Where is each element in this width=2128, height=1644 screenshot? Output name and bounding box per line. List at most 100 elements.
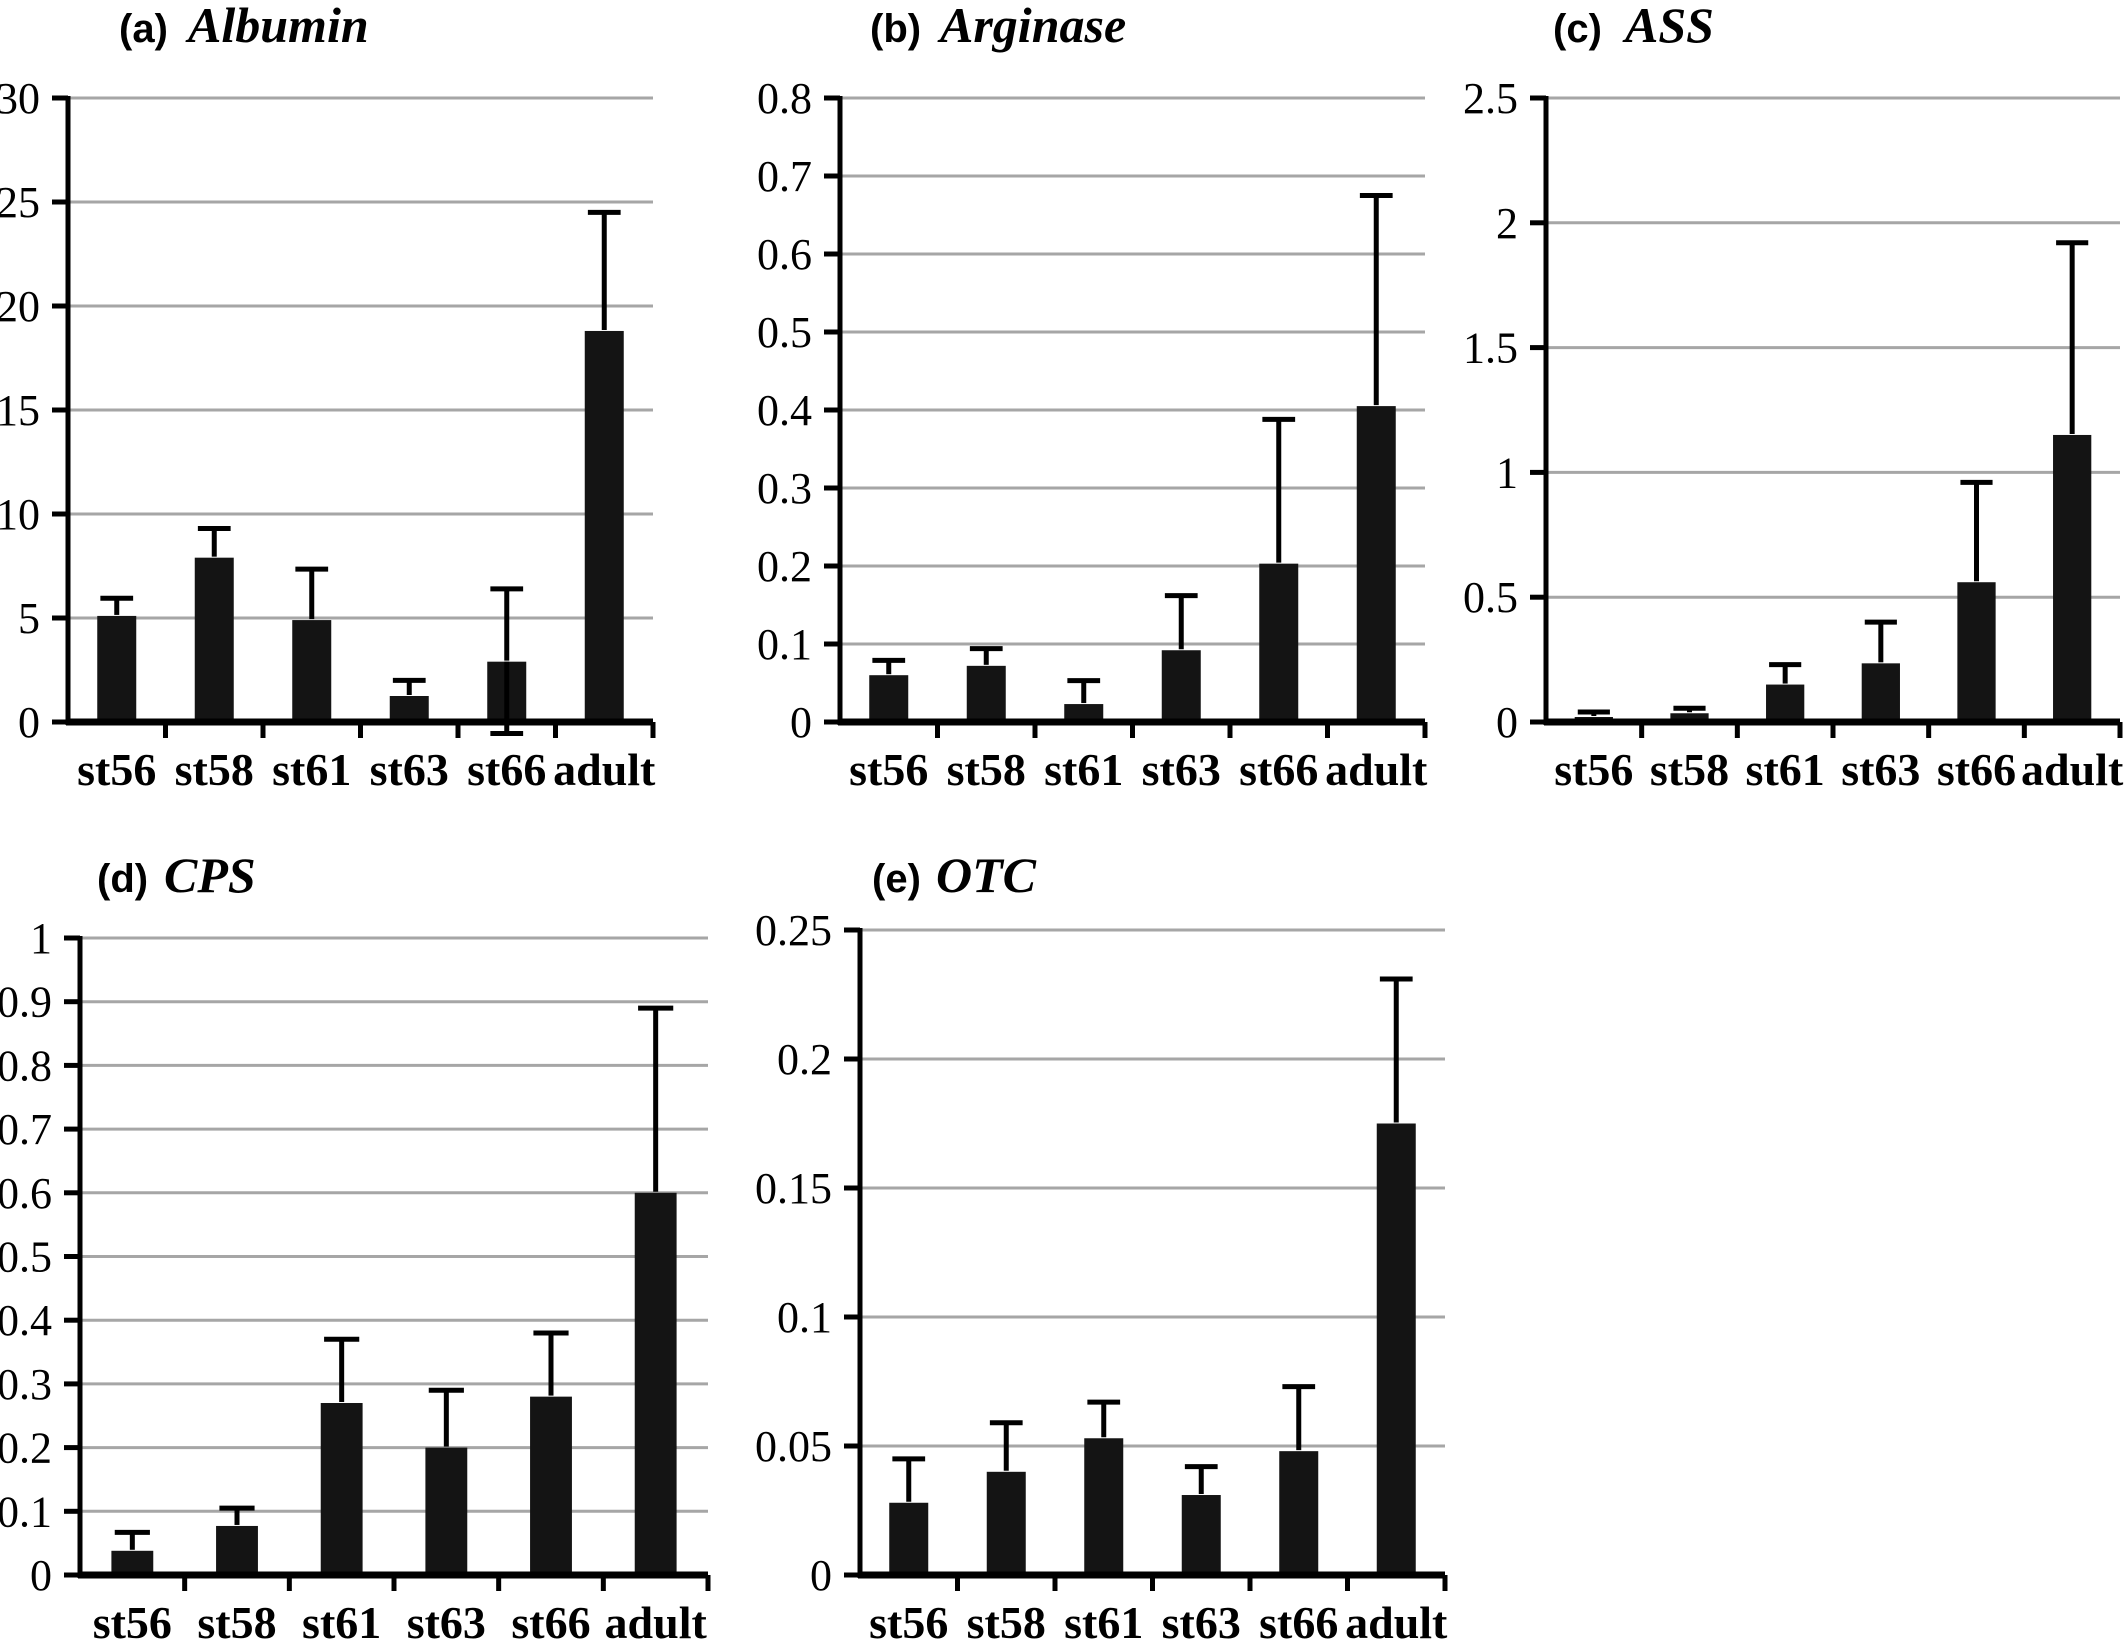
bar-st61 xyxy=(1766,684,1805,722)
x-category-label: st66 xyxy=(1937,744,2016,795)
panel-label: (b) xyxy=(870,7,921,51)
y-tick-label: 0.3 xyxy=(757,464,812,513)
bar-st58 xyxy=(986,1471,1026,1575)
y-tick-label: 0.5 xyxy=(1463,573,1518,622)
x-category-label: st66 xyxy=(1259,1597,1338,1644)
bar-adult xyxy=(584,330,624,722)
x-category-label: st66 xyxy=(511,1597,590,1644)
chart-title: Albumin xyxy=(185,0,369,53)
y-tick-label: 0.2 xyxy=(777,1035,832,1084)
y-tick-label: 0.15 xyxy=(755,1164,832,1213)
bar-st61 xyxy=(292,620,332,722)
x-category-label: st63 xyxy=(1841,744,1920,795)
y-tick-label: 2 xyxy=(1496,199,1518,248)
panel-label: (a) xyxy=(119,7,168,51)
chart-panel-otc: 0 0.05 0.1 0.15 0.2 0.25 st56 st58 st61 st63 st66 a… xyxy=(755,847,1448,1644)
panel-label: (c) xyxy=(1553,7,1602,51)
x-category-label: st58 xyxy=(967,1597,1046,1644)
bar-st63 xyxy=(1161,650,1201,722)
x-category-label: st61 xyxy=(1064,1597,1143,1644)
x-category-label: st63 xyxy=(370,744,449,795)
x-category-label: st61 xyxy=(1746,744,1825,795)
x-category-label: st56 xyxy=(849,744,928,795)
y-tick-label: 0.8 xyxy=(0,1041,52,1090)
chart-title: Arginase xyxy=(937,0,1126,53)
y-tick-label: 25 xyxy=(0,178,40,227)
bar-st66 xyxy=(1279,1451,1319,1575)
chart-panel-cps: 0 0.1 0.2 0.3 0.4 0.5 0.6 0.7 0.8 0.9 1 st56 st58 st6… xyxy=(0,847,711,1644)
y-tick-label: 0 xyxy=(810,1551,832,1600)
y-tick-label: 0.8 xyxy=(757,74,812,123)
bar-st61 xyxy=(1064,704,1104,722)
y-tick-label: 0.1 xyxy=(0,1487,52,1536)
bar-adult xyxy=(1376,1123,1416,1575)
bar-st63 xyxy=(1181,1495,1221,1575)
y-tick-label: 0.1 xyxy=(757,620,812,669)
y-tick-label: 1.5 xyxy=(1463,324,1518,373)
bar-adult xyxy=(1356,406,1396,722)
bar-st58 xyxy=(194,557,234,722)
x-category-label: adult xyxy=(605,1597,708,1644)
x-category-label: st56 xyxy=(93,1597,172,1644)
chart-panel-albumin: 0 5 10 15 20 25 30 st56 st58 st61 st63 st66 adult (a)… xyxy=(0,0,656,795)
bar-st63 xyxy=(425,1447,468,1575)
x-category-label: st58 xyxy=(197,1597,276,1644)
bar-st66 xyxy=(530,1396,572,1575)
bar-adult xyxy=(2053,434,2092,722)
x-category-label: st63 xyxy=(1142,744,1221,795)
bar-st58 xyxy=(1670,713,1709,722)
y-tick-label: 0.6 xyxy=(757,230,812,279)
bar-st66 xyxy=(1957,582,1996,722)
y-tick-label: 15 xyxy=(0,386,40,435)
chart-title: ASS xyxy=(1622,0,1714,53)
bar-st63 xyxy=(389,696,429,722)
chart-panel-arginase: 0 0.1 0.2 0.3 0.4 0.5 0.6 0.7 0.8 st56 st58 st61 st6… xyxy=(757,0,1428,795)
x-category-label: st58 xyxy=(947,744,1026,795)
x-category-label: st58 xyxy=(175,744,254,795)
y-tick-label: 2.5 xyxy=(1463,74,1518,123)
y-tick-label: 0.5 xyxy=(757,308,812,357)
y-tick-label: 0.25 xyxy=(755,906,832,955)
y-tick-label: 0.4 xyxy=(0,1296,52,1345)
bar-st66 xyxy=(1259,563,1299,722)
bar-st63 xyxy=(1861,663,1900,722)
y-tick-label: 0 xyxy=(790,698,812,747)
x-category-label: adult xyxy=(1325,744,1428,795)
y-tick-label: 0.05 xyxy=(755,1422,832,1471)
x-category-label: st56 xyxy=(1554,744,1633,795)
y-tick-label: 10 xyxy=(0,490,40,539)
x-category-label: adult xyxy=(553,744,656,795)
chart-title: CPS xyxy=(164,847,256,903)
x-category-label: st63 xyxy=(1162,1597,1241,1644)
x-category-label: st56 xyxy=(869,1597,948,1644)
y-tick-label: 0.2 xyxy=(757,542,812,591)
y-tick-label: 0 xyxy=(1496,698,1518,747)
chart-title: OTC xyxy=(936,847,1037,903)
y-tick-label: 0.5 xyxy=(0,1233,52,1282)
y-tick-label: 5 xyxy=(18,594,40,643)
bar-st56 xyxy=(869,675,909,722)
y-tick-label: 0.7 xyxy=(757,152,812,201)
y-tick-label: 20 xyxy=(0,282,40,331)
chart-panel-ass: 0 0.5 1 1.5 2 2.5 st56 st58 st61 st63 st66 adult (c)… xyxy=(1463,0,2124,795)
x-category-label: st56 xyxy=(77,744,156,795)
panel-label: (d) xyxy=(97,857,148,901)
y-tick-label: 0 xyxy=(18,698,40,747)
x-category-label: adult xyxy=(2021,744,2124,795)
y-tick-label: 30 xyxy=(0,74,40,123)
x-category-label: st66 xyxy=(1239,744,1318,795)
y-tick-label: 0 xyxy=(30,1551,52,1600)
bar-st56 xyxy=(889,1502,929,1575)
y-tick-label: 0.2 xyxy=(0,1424,52,1473)
x-category-label: st58 xyxy=(1650,744,1729,795)
panel-label: (e) xyxy=(872,857,921,901)
x-category-label: st61 xyxy=(302,1597,381,1644)
y-tick-label: 1 xyxy=(30,914,52,963)
y-tick-label: 0.9 xyxy=(0,978,52,1027)
x-category-label: st66 xyxy=(467,744,546,795)
bar-st56 xyxy=(97,615,137,722)
bar-st56 xyxy=(111,1550,154,1575)
x-category-label: adult xyxy=(1345,1597,1448,1644)
